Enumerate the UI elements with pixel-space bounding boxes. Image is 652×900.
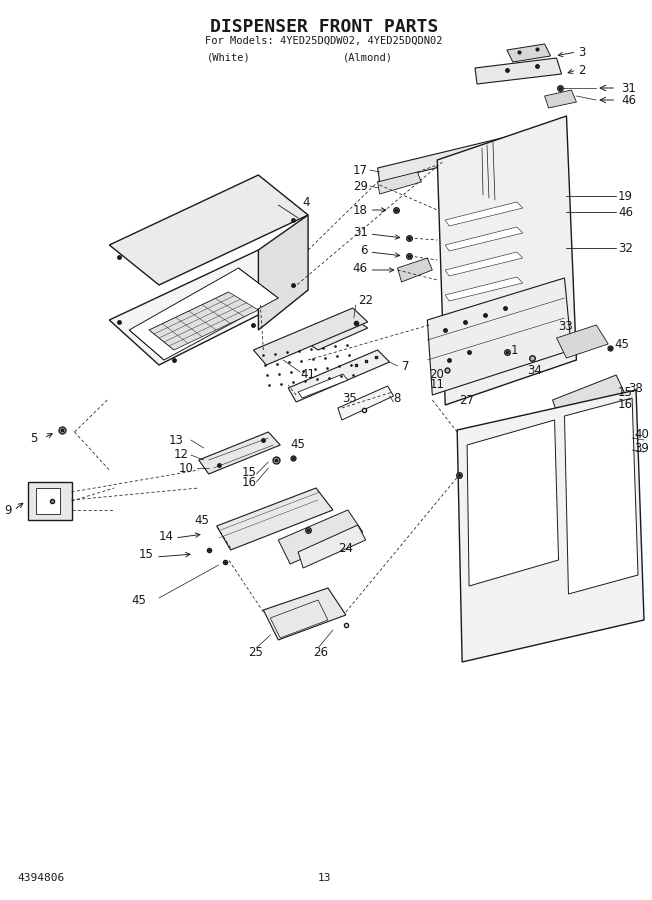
Polygon shape: [427, 278, 571, 395]
Text: 6: 6: [360, 244, 368, 256]
Text: 33: 33: [559, 320, 573, 332]
Text: 13: 13: [318, 873, 331, 883]
Polygon shape: [110, 250, 308, 365]
Text: DISPENSER FRONT PARTS: DISPENSER FRONT PARTS: [210, 18, 438, 36]
Text: 45: 45: [195, 514, 210, 526]
Text: 34: 34: [527, 364, 542, 376]
Polygon shape: [298, 525, 366, 568]
Text: 20: 20: [429, 367, 444, 381]
Polygon shape: [149, 292, 258, 350]
Text: 46: 46: [621, 94, 636, 106]
Text: 15: 15: [139, 548, 154, 562]
Text: 45: 45: [131, 593, 146, 607]
Text: 3: 3: [578, 46, 585, 58]
Text: 41: 41: [300, 368, 315, 382]
Text: 46: 46: [353, 262, 368, 274]
Polygon shape: [263, 588, 346, 640]
Text: 7: 7: [402, 359, 409, 373]
Text: 38: 38: [628, 382, 643, 394]
Text: 18: 18: [353, 203, 368, 217]
Text: 24: 24: [338, 542, 353, 554]
Text: 9: 9: [4, 503, 12, 517]
Text: 26: 26: [313, 645, 328, 659]
Text: 1: 1: [511, 344, 518, 356]
Text: 29: 29: [353, 179, 368, 193]
Text: 8: 8: [394, 392, 401, 404]
Text: 31: 31: [353, 226, 368, 239]
Text: 4: 4: [302, 195, 310, 209]
Polygon shape: [199, 432, 280, 474]
Polygon shape: [565, 398, 638, 594]
Polygon shape: [258, 215, 308, 330]
Text: 14: 14: [159, 529, 174, 543]
Text: 15: 15: [618, 385, 633, 399]
Text: 11: 11: [429, 377, 444, 391]
Polygon shape: [378, 172, 421, 194]
Text: 15: 15: [241, 465, 256, 479]
Text: 32: 32: [618, 241, 633, 255]
Text: 35: 35: [342, 392, 357, 404]
Text: 46: 46: [618, 205, 633, 219]
Polygon shape: [445, 202, 523, 226]
Text: 45: 45: [614, 338, 629, 350]
Polygon shape: [254, 308, 368, 365]
Text: 13: 13: [169, 434, 184, 446]
Polygon shape: [437, 116, 576, 405]
Polygon shape: [445, 277, 523, 301]
Text: 16: 16: [618, 398, 633, 410]
Text: 45: 45: [290, 438, 305, 452]
Text: For Models: 4YED25DQDW02, 4YED25DQDN02: For Models: 4YED25DQDW02, 4YED25DQDN02: [205, 36, 443, 46]
Text: 17: 17: [353, 164, 368, 176]
Polygon shape: [445, 227, 523, 251]
Polygon shape: [36, 488, 59, 514]
Polygon shape: [303, 318, 368, 350]
Text: (Almond): (Almond): [343, 52, 393, 62]
Polygon shape: [288, 350, 390, 402]
Polygon shape: [507, 44, 550, 62]
Polygon shape: [28, 482, 72, 520]
Text: 5: 5: [30, 431, 37, 445]
Text: (White): (White): [207, 52, 250, 62]
Polygon shape: [378, 132, 531, 182]
Polygon shape: [544, 90, 576, 108]
Text: 19: 19: [618, 190, 633, 203]
Text: 12: 12: [174, 448, 189, 462]
Polygon shape: [398, 258, 432, 282]
Polygon shape: [298, 374, 348, 398]
Polygon shape: [338, 386, 394, 420]
Text: 2: 2: [578, 64, 586, 76]
Polygon shape: [457, 390, 644, 662]
Polygon shape: [445, 297, 523, 321]
Text: 40: 40: [634, 428, 649, 442]
Text: 25: 25: [248, 645, 263, 659]
Polygon shape: [445, 252, 523, 276]
Polygon shape: [129, 268, 278, 360]
Polygon shape: [216, 488, 333, 550]
Polygon shape: [557, 325, 608, 358]
Polygon shape: [467, 420, 559, 586]
Text: 4394806: 4394806: [18, 873, 65, 883]
Polygon shape: [278, 510, 363, 564]
Text: 10: 10: [179, 462, 194, 474]
Text: 31: 31: [621, 82, 636, 94]
Text: 22: 22: [358, 293, 373, 307]
Text: 16: 16: [241, 475, 256, 489]
Polygon shape: [475, 58, 561, 84]
Polygon shape: [110, 175, 308, 285]
Text: 39: 39: [634, 442, 649, 454]
Polygon shape: [445, 317, 523, 341]
Polygon shape: [552, 375, 624, 418]
Text: 27: 27: [459, 393, 474, 407]
